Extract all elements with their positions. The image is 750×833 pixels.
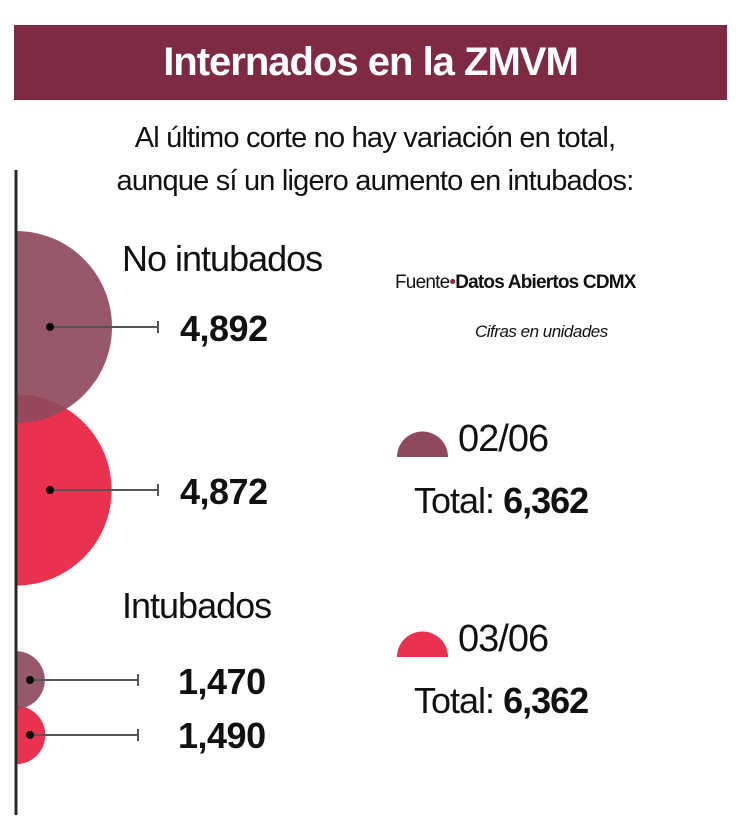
value-label-no-intubados-0206: 4,892 [180,308,268,349]
leader-dot [26,676,34,684]
total-value: 6,362 [503,480,589,521]
group-label-no-intubados: No intubados [122,238,323,279]
legend-semicircle-icon [397,431,448,457]
source-prefix: Fuente [395,272,450,293]
total-label: Total: [414,680,495,721]
legend-total-2: Total: 6,362 [414,680,589,722]
source-name: Datos Abiertos CDMX [455,272,636,293]
source-note: Fuente•Datos Abiertos CDMX [395,272,636,294]
legend-semicircle-icon [397,631,448,657]
value-label-no-intubados-0306: 4,872 [180,471,268,512]
legend-date-1: 02/06 [458,418,549,460]
leader-dot [46,323,54,331]
leader-dot [46,486,54,494]
value-label-intubados-0306: 1,490 [178,715,266,756]
subtitle-line-1: Al último corte no hay variación en tota… [134,122,616,154]
leader-dot [26,731,34,739]
subtitle-line-2: aunque sí un ligero aumento en intubados… [116,165,635,197]
bullet-icon: • [449,272,456,293]
total-value: 6,362 [503,680,589,721]
total-label: Total: [414,480,495,521]
legend-date-2: 03/06 [458,618,549,660]
title-banner: Internados en la ZMVM [14,25,727,100]
units-note: Cifras en unidades [475,322,608,341]
legend-total-1: Total: 6,362 [414,480,589,522]
value-label-intubados-0206: 1,470 [178,661,266,702]
group-label-intubados: Intubados [122,585,272,626]
